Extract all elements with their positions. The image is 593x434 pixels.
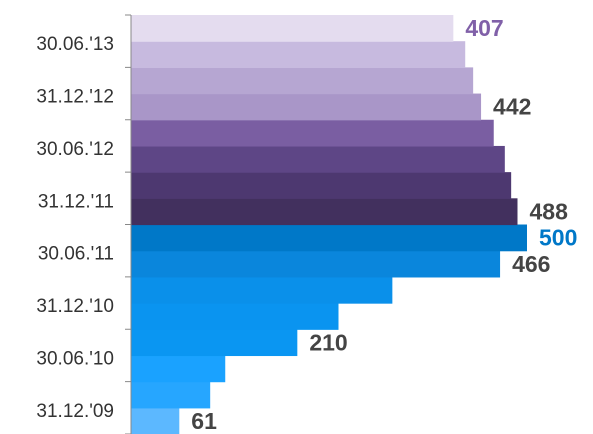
bar-1: [131, 381, 211, 409]
tick-label: 30.06.'10: [36, 348, 114, 369]
bar-11: [131, 119, 494, 147]
y-axis-tick-labels: 31.12.'09 30.06.'10 31.12.'10 30.06.'11 31.1…: [36, 0, 114, 422]
data-label: 210: [309, 329, 347, 355]
data-label: 466: [512, 251, 550, 277]
tick-label: 31.12.'12: [36, 87, 114, 108]
tick-label: 30.06.'11: [38, 244, 114, 265]
bar-14: [131, 41, 466, 68]
data-label: 407: [465, 15, 503, 41]
data-label: 61: [191, 408, 217, 434]
bar-3: [131, 329, 298, 357]
bar-10: [131, 145, 505, 173]
bar-6: [131, 250, 501, 278]
tick-label: 31.12.'11: [38, 191, 114, 212]
data-label: 500: [539, 225, 577, 251]
tick-label: 30.06.'13: [36, 34, 114, 55]
bar-7: [131, 224, 527, 252]
bars: [131, 15, 527, 434]
bar-0: [131, 407, 180, 434]
tick-label: 30.06.'12: [36, 139, 114, 160]
bar-4: [131, 303, 339, 330]
bar-12: [131, 93, 482, 121]
bar-13: [131, 67, 474, 95]
bar-8: [131, 198, 518, 226]
bar-9: [131, 172, 512, 199]
y-axis-ticks: [125, 14, 131, 434]
tick-label: 31.12.'10: [36, 296, 114, 317]
bar-15: [131, 15, 454, 42]
tick-label: 31.12.'13: [36, 0, 114, 3]
bar-2: [131, 355, 226, 383]
data-label: 442: [493, 94, 531, 120]
bar-5: [131, 276, 393, 304]
data-label: 488: [530, 198, 569, 224]
tick-label: 31.12.'09: [36, 401, 114, 422]
